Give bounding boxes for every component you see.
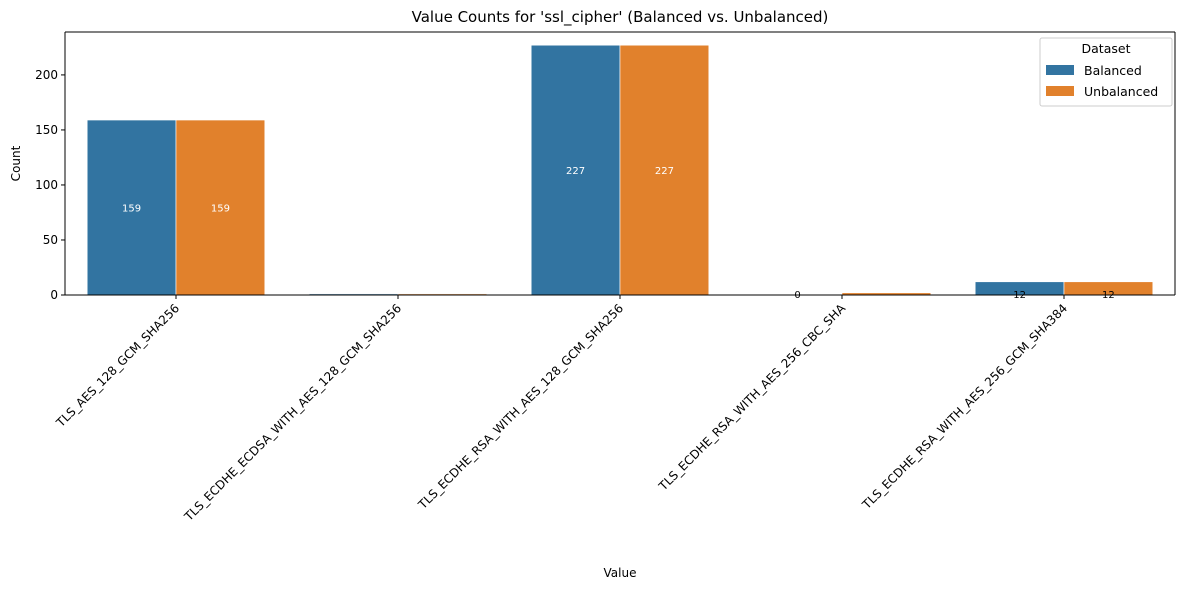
y-tick-label-0: 0 [50, 288, 58, 302]
x-tick-label-tls-aes-128-gcm-sha256: TLS_AES_128_GCM_SHA256 [53, 301, 182, 430]
x-tick-label-tls-ecdhe-rsa-with-aes-256-gcm-sha384: TLS_ECDHE_RSA_WITH_AES_256_GCM_SHA384 [859, 301, 1070, 512]
x-tick-label-tls-ecdhe-rsa-with-aes-128-gcm-sha256: TLS_ECDHE_RSA_WITH_AES_128_GCM_SHA256 [415, 301, 626, 512]
y-tick-label-150: 150 [35, 123, 58, 137]
y-tick-label-50: 50 [43, 233, 58, 247]
bar-balanced-3 [530, 44, 621, 296]
y-axis-label: Count [9, 145, 23, 181]
y-tick-label-100: 100 [35, 178, 58, 192]
plot-area: 15922701215922712050100150200TLS_AES_128… [35, 31, 1176, 524]
bar-label-unbalanced-1: 159 [211, 204, 230, 215]
legend-label-unbalanced: Unbalanced [1084, 84, 1158, 99]
bar-unbalanced-1 [175, 119, 266, 296]
bar-label-unbalanced-3: 227 [655, 166, 674, 177]
y-tick-label-200: 200 [35, 68, 58, 82]
bar-label-balanced-3: 227 [566, 166, 585, 177]
bar-label-balanced-1: 159 [122, 204, 141, 215]
x-axis-label: Value [604, 566, 637, 580]
x-tick-label-tls-ecdhe-ecdsa-with-aes-128-gcm-sha256: TLS_ECDHE_ECDSA_WITH_AES_128_GCM_SHA256 [181, 301, 404, 524]
chart-title: Value Counts for 'ssl_cipher' (Balanced … [412, 8, 829, 27]
legend-label-balanced: Balanced [1084, 63, 1142, 78]
legend: Dataset Balanced Unbalanced [1039, 37, 1173, 107]
bar-unbalanced-3 [619, 44, 710, 296]
legend-title: Dataset [1082, 41, 1131, 56]
legend-swatch-balanced [1046, 65, 1074, 75]
legend-swatch-unbalanced [1046, 86, 1074, 96]
x-tick-label-tls-ecdhe-rsa-with-aes-256-cbc-sha: TLS_ECDHE_RSA_WITH_AES_256_CBC_SHA [655, 301, 848, 494]
bar-balanced-1 [86, 119, 177, 296]
